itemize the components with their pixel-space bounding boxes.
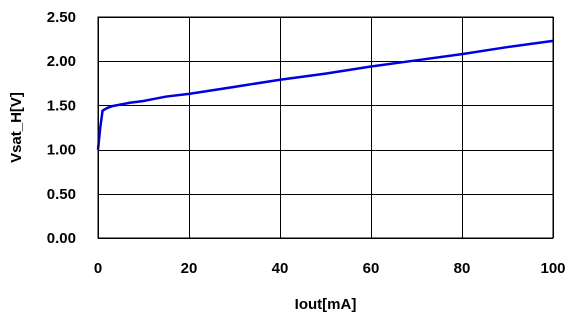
y-tick-label: 0.00: [47, 230, 76, 247]
x-axis-title: Iout[mA]: [295, 296, 357, 313]
x-tick-labels: 0 20 40 60 80 100: [94, 260, 566, 277]
y-tick-label: 1.00: [47, 142, 76, 159]
series-line: [96, 39, 554, 150]
y-tick-label: 2.50: [47, 9, 76, 26]
x-tick-label: 80: [454, 260, 471, 277]
x-tick-label: 0: [94, 260, 102, 277]
y-tick-label: 2.00: [47, 53, 76, 70]
y-axis-title: Vsat_H[V]: [8, 92, 25, 163]
plot-area: [98, 17, 553, 238]
x-tick-label: 20: [181, 260, 198, 277]
plot-border: [97, 16, 554, 239]
x-tick-label: 100: [540, 260, 565, 277]
series-group: [96, 39, 554, 150]
x-tick-label: 60: [363, 260, 380, 277]
y-tick-labels: 0.00 0.50 1.00 1.50 2.00 2.50: [47, 9, 76, 247]
x-tick-label: 40: [272, 260, 289, 277]
y-tick-label: 1.50: [47, 97, 76, 114]
y-tick-label: 0.50: [47, 186, 76, 203]
